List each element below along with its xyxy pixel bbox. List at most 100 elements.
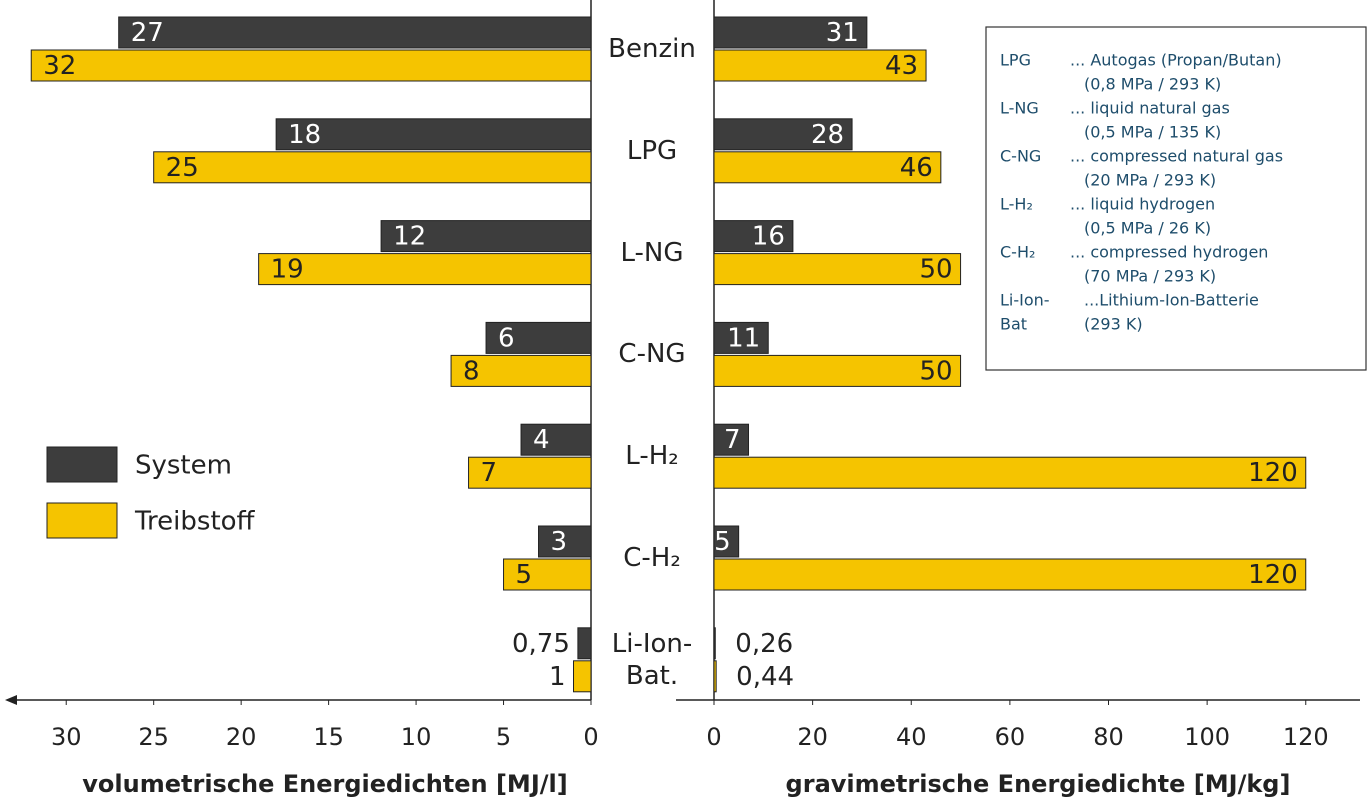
x-tick-label: 20: [797, 723, 828, 751]
x-axis-label: volumetrische Energiedichten [MJ/l]: [82, 770, 567, 798]
note-abbr: Li-Ion-: [1000, 291, 1050, 310]
x-tick-label: 15: [313, 723, 344, 751]
x-tick-label: 25: [138, 723, 169, 751]
x-tick-label: 20: [226, 723, 257, 751]
x-tick-label: 10: [401, 723, 432, 751]
value-label: 8: [463, 356, 480, 386]
note-text: (0,5 MPa / 26 K): [1084, 219, 1211, 238]
note-text: (293 K): [1084, 315, 1143, 334]
value-label: 120: [1248, 560, 1298, 590]
x-tick-label: 5: [496, 723, 511, 751]
bar: [577, 627, 592, 660]
value-label: 5: [516, 560, 533, 590]
value-label: 25: [166, 153, 199, 183]
value-label: 18: [288, 120, 321, 150]
value-label: 28: [811, 120, 844, 150]
bar: [118, 16, 592, 49]
bar: [468, 456, 592, 489]
value-label: 3: [551, 527, 568, 557]
value-label: 32: [43, 51, 76, 81]
category-label: Benzin: [608, 34, 696, 64]
value-label: 7: [481, 458, 498, 488]
note-text: (0,5 MPa / 135 K): [1084, 123, 1221, 142]
note-text: (20 MPa / 293 K): [1084, 171, 1216, 190]
x-tick-label: 120: [1283, 723, 1329, 751]
legend-swatch: [46, 502, 118, 539]
note-abbr: C-H₂: [1000, 243, 1035, 262]
bar: [713, 321, 769, 354]
bar: [713, 525, 740, 558]
value-label: 27: [131, 18, 164, 48]
bar: [258, 253, 592, 286]
value-label: 50: [919, 255, 952, 285]
x-tick-label: 100: [1184, 723, 1230, 751]
bar: [503, 558, 592, 591]
bar: [713, 220, 794, 253]
bar: [275, 118, 592, 151]
value-label: 0,44: [736, 662, 794, 692]
category-label: C-NG: [618, 339, 686, 370]
note-abbr: L-NG: [1000, 99, 1039, 118]
x-tick-label: 80: [1093, 723, 1124, 751]
value-label: 7: [724, 425, 741, 455]
note-abbr: Bat: [1000, 315, 1027, 334]
value-label: 46: [900, 153, 933, 183]
legend-swatch: [46, 446, 118, 483]
bar: [380, 220, 592, 253]
note-text: ... compressed natural gas: [1070, 147, 1283, 166]
note-abbr: C-NG: [1000, 147, 1041, 166]
bar: [30, 49, 592, 82]
bar: [713, 151, 942, 184]
bar: [713, 49, 927, 82]
value-label: 6: [498, 323, 515, 353]
bar: [713, 253, 962, 286]
category-label: C-H₂: [623, 543, 681, 573]
bar: [713, 423, 750, 456]
bar: [713, 16, 868, 49]
note-text: (70 MPa / 293 K): [1084, 267, 1216, 286]
value-label: 0,26: [735, 629, 793, 659]
bar: [713, 354, 962, 387]
bar: [538, 525, 592, 558]
bar: [153, 151, 592, 184]
value-label: 50: [919, 356, 952, 386]
value-label: 31: [826, 18, 859, 48]
x-tick-label: 0: [706, 723, 721, 751]
note-text: ...Lithium-Ion-Batterie: [1084, 291, 1259, 310]
x-tick-label: 40: [896, 723, 927, 751]
bar: [520, 423, 592, 456]
bar: [713, 660, 717, 693]
category-label: L-H₂: [625, 441, 679, 472]
legend-label: System: [135, 451, 232, 481]
note-text: ... Autogas (Propan/Butan): [1070, 51, 1282, 70]
value-label: 43: [885, 51, 918, 81]
value-label: 5: [714, 527, 731, 557]
note-text: (0,8 MPa / 293 K): [1084, 75, 1221, 94]
value-label: 1: [549, 662, 566, 692]
category-label: Li-Ion- Bat.: [611, 628, 693, 691]
value-label: 12: [393, 222, 426, 252]
category-label: LPG: [626, 135, 678, 166]
value-label: 120: [1248, 458, 1298, 488]
value-label: 11: [727, 323, 760, 353]
bar: [713, 558, 1307, 591]
note-text: ... liquid natural gas: [1070, 99, 1230, 118]
bar: [713, 118, 853, 151]
note-text: ... compressed hydrogen: [1070, 243, 1268, 262]
note-box: [985, 26, 1367, 371]
bar: [485, 321, 592, 354]
x-tick-label: 0: [583, 723, 598, 751]
axis-arrow: [5, 695, 17, 705]
value-label: 16: [752, 222, 785, 252]
x-tick-label: 60: [995, 723, 1026, 751]
category-label: L-NG: [620, 237, 684, 268]
bar: [573, 660, 592, 693]
value-label: 0,75: [512, 629, 570, 659]
value-label: 19: [271, 255, 304, 285]
note-abbr: LPG: [1000, 51, 1031, 70]
note-abbr: L-H₂: [1000, 195, 1033, 214]
bar: [713, 627, 716, 660]
x-axis-label: gravimetrische Energiedichte [MJ/kg]: [786, 770, 1291, 798]
